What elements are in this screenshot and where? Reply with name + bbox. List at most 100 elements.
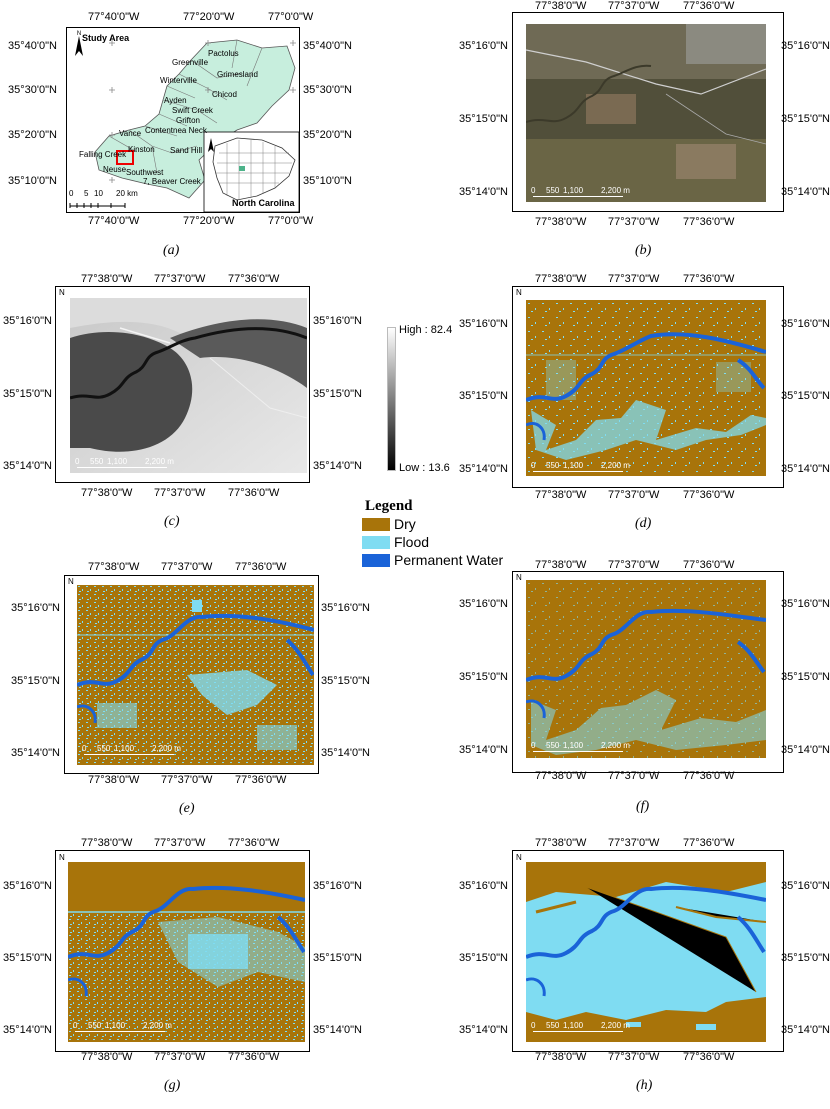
lat-label: 35°15'0"N: [781, 952, 830, 964]
lat-label: 35°16'0"N: [3, 315, 52, 327]
scale-label: 550: [546, 461, 560, 470]
scale-label: 2,200 m: [601, 186, 630, 195]
lon-label: 77°37'0"W: [161, 561, 213, 573]
lat-label: 35°16'0"N: [781, 880, 830, 892]
panel-caption: (b): [635, 243, 652, 258]
lon-label: 77°38'0"W: [88, 774, 140, 786]
lat-label: 35°40'0"N: [8, 40, 57, 52]
scale-label: 550: [546, 1021, 560, 1030]
lat-label: 35°14'0"N: [3, 460, 52, 472]
scale-label: 550: [97, 744, 111, 753]
lat-label: 35°16'0"N: [11, 602, 60, 614]
lat-label: 35°20'0"N: [8, 129, 57, 141]
scale-bar: [77, 467, 167, 471]
lat-label: 35°14'0"N: [781, 186, 830, 198]
lat-label: 35°16'0"N: [459, 880, 508, 892]
scale-label: 1,100: [563, 461, 584, 470]
scale-label: 550: [546, 741, 560, 750]
legend-swatch: [362, 535, 390, 549]
lat-label: 35°16'0"N: [3, 880, 52, 892]
scale-label: 0: [75, 457, 80, 466]
lon-label: 77°37'0"W: [608, 559, 660, 571]
lon-label: 77°36'0"W: [683, 0, 735, 12]
lat-label: 35°14'0"N: [781, 1024, 830, 1036]
place-label: Pactolus: [208, 49, 239, 58]
lon-label: 77°20'0"W: [183, 215, 235, 227]
scale-label: 20 km: [116, 189, 138, 198]
place-label: Falling Creek: [79, 150, 127, 159]
scale-label: 2,200 m: [601, 1021, 630, 1030]
flood-map: [526, 300, 766, 476]
legend-item-permanent-water: Permanent Water: [362, 551, 503, 569]
scale-label: 1,100: [114, 744, 135, 753]
inset-label: North Carolina: [232, 198, 295, 208]
scale-label: 10: [94, 189, 103, 198]
legend-item-dry: Dry: [362, 515, 503, 533]
north-arrow-icon: N: [59, 853, 65, 862]
place-label: Grifton: [176, 116, 201, 125]
scale-label: 2,200 m: [601, 461, 630, 470]
lat-label: 35°15'0"N: [313, 388, 362, 400]
lon-label: 77°36'0"W: [228, 273, 280, 285]
lat-label: 35°14'0"N: [11, 747, 60, 759]
place-label: Ayden: [164, 96, 187, 105]
scale-bar: [69, 203, 126, 208]
lat-label: 35°16'0"N: [781, 598, 830, 610]
north-arrow-icon: N: [516, 853, 522, 862]
scale-label: 1,100: [563, 741, 584, 750]
lon-label: 77°38'0"W: [88, 561, 140, 573]
scale-label: 550: [90, 457, 104, 466]
north-arrow-icon: N: [516, 14, 522, 23]
legend-title: Legend: [365, 498, 413, 514]
lon-label: 77°37'0"W: [154, 837, 206, 849]
inset-north-arrow-icon: [208, 138, 214, 152]
legend-swatch: [362, 553, 390, 567]
lat-label: 35°16'0"N: [459, 40, 508, 52]
lat-label: 35°30'0"N: [8, 84, 57, 96]
place-label: Swift Creek: [172, 106, 213, 115]
study-area-map: N: [69, 31, 299, 212]
lat-label: 35°14'0"N: [459, 186, 508, 198]
lat-label: 35°15'0"N: [3, 952, 52, 964]
township-boundaries: [108, 39, 263, 174]
scale-label: 0: [531, 741, 536, 750]
scale-bar: [75, 1031, 165, 1035]
lon-label: 77°36'0"W: [683, 1051, 735, 1063]
lat-label: 35°15'0"N: [321, 675, 370, 687]
lat-label: 35°10'0"N: [303, 175, 352, 187]
legend: Legend Dry Flood Permanent Water: [362, 498, 503, 569]
legend-label: Flood: [394, 534, 430, 550]
lat-label: 35°15'0"N: [459, 113, 508, 125]
lon-label: 77°36'0"W: [228, 487, 280, 499]
scale-label: 0: [531, 461, 536, 470]
scale-label: 550: [546, 186, 560, 195]
lon-label: 77°36'0"W: [683, 837, 735, 849]
lon-label: 77°38'0"W: [535, 837, 587, 849]
lon-label: 77°38'0"W: [535, 770, 587, 782]
place-label: Kinston: [128, 145, 155, 154]
lat-label: 35°14'0"N: [3, 1024, 52, 1036]
lon-label: 77°37'0"W: [154, 1051, 206, 1063]
lat-label: 35°40'0"N: [303, 40, 352, 52]
place-label: Contentnea Neck: [145, 126, 207, 135]
lon-label: 77°37'0"W: [608, 0, 660, 12]
lat-label: 35°15'0"N: [313, 952, 362, 964]
panel-caption: (g): [164, 1078, 181, 1093]
lon-label: 77°36'0"W: [683, 770, 735, 782]
lon-label: 77°36'0"W: [683, 273, 735, 285]
north-arrow-icon: N: [516, 573, 522, 582]
lat-label: 35°14'0"N: [459, 744, 508, 756]
svg-text:N: N: [77, 31, 81, 37]
study-county-highlight: [239, 166, 245, 171]
lat-label: 35°30'0"N: [303, 84, 352, 96]
lat-label: 35°15'0"N: [459, 952, 508, 964]
lon-label: 77°40'0"W: [88, 215, 140, 227]
place-label: Vance: [119, 129, 142, 138]
lon-label: 77°20'0"W: [183, 11, 235, 23]
legend-label: Dry: [394, 516, 416, 532]
lon-label: 77°36'0"W: [683, 489, 735, 501]
flood-map: [526, 580, 766, 758]
lat-label: 35°14'0"N: [459, 463, 508, 475]
lat-label: 35°15'0"N: [781, 113, 830, 125]
lon-label: 77°37'0"W: [608, 1051, 660, 1063]
